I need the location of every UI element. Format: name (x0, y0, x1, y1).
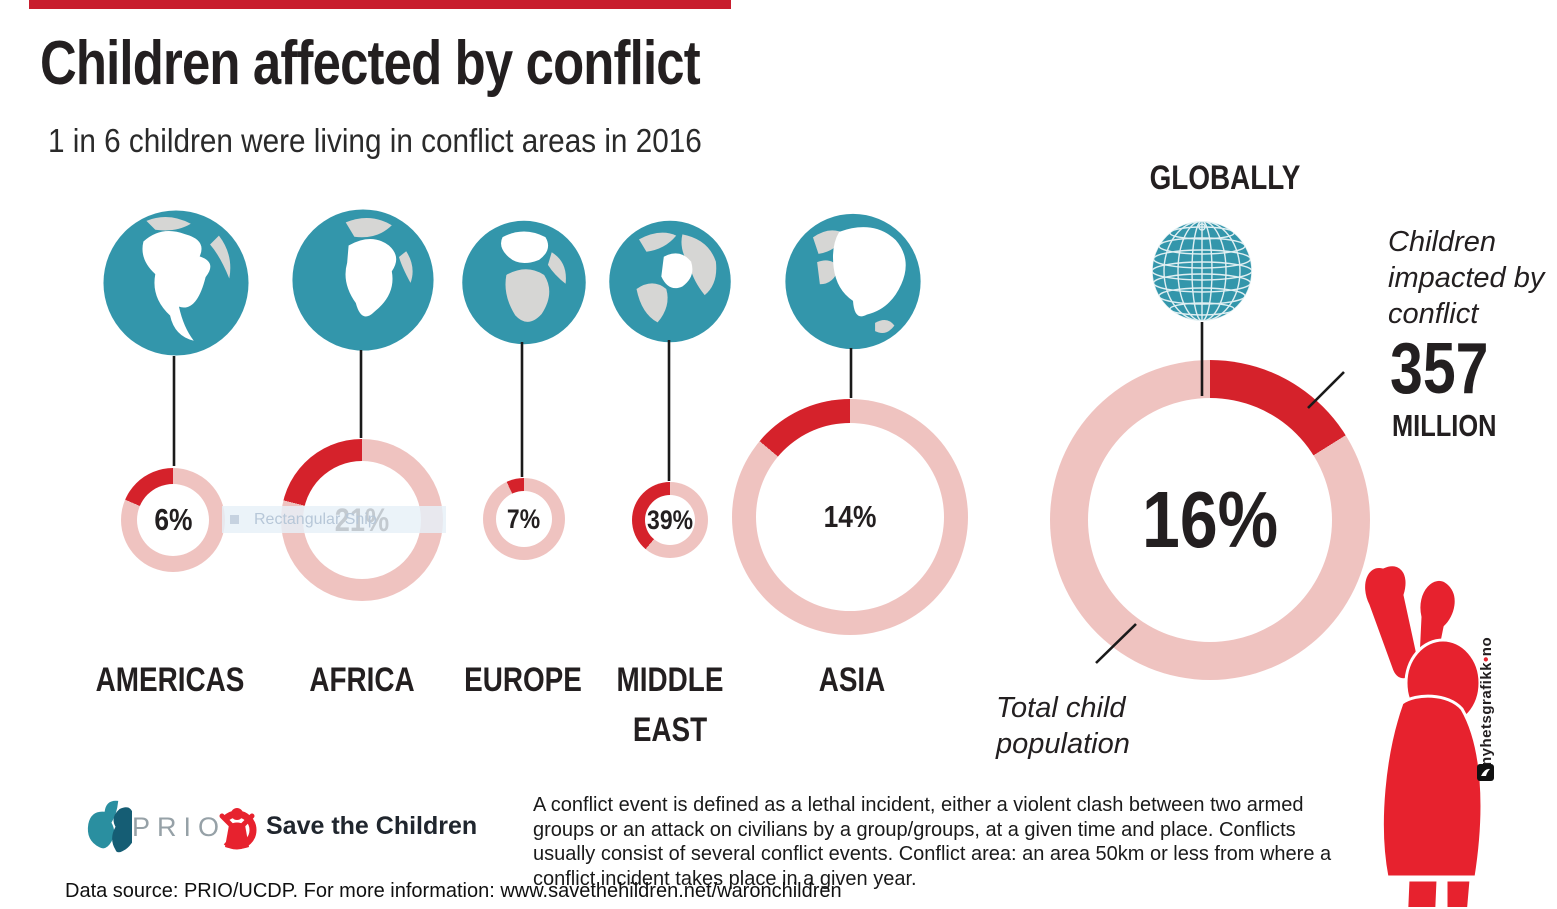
save-the-children-logo-icon (217, 808, 257, 850)
snip-tooltip-text: Rectangular Snip (254, 510, 377, 528)
percent-europe: 7% (507, 503, 541, 534)
label-middle-east: MIDDLE EAST (616, 661, 724, 749)
label-europe: EUROPE (464, 661, 582, 699)
snip-tooltip: Rectangular Snip (222, 506, 446, 533)
globe-americas (103, 210, 249, 356)
total-population-label: Total child population (996, 692, 1130, 760)
label-americas: AMERICAS (95, 661, 245, 699)
save-the-children-logo-text: Save the Children (266, 812, 478, 840)
snip-top-border (29, 0, 731, 9)
donut-middle-east: 39% (632, 482, 708, 558)
label-asia: ASIA (818, 661, 886, 699)
globe-middle-east (609, 220, 731, 343)
conflict-definition: A conflict event is defined as a lethal … (533, 794, 1332, 890)
percent-middle-east: 39% (647, 504, 693, 535)
child-leg-back (1444, 878, 1473, 907)
percent-global: 16% (1141, 475, 1279, 564)
child-coat (1380, 694, 1484, 879)
globe-asia (785, 213, 921, 350)
page-title: Children affected by conflict (40, 29, 701, 98)
donut-americas: 6% (121, 468, 225, 572)
child-leg-front (1405, 878, 1440, 907)
child-illustration (1362, 563, 1484, 907)
percent-asia: 14% (823, 499, 877, 534)
global-callout-unit: MILLION (1392, 408, 1497, 443)
globe-wireframe (1151, 220, 1253, 322)
global-callout-title: Children impacted by conflict (1388, 226, 1545, 330)
global-callout-value: 357 (1390, 329, 1489, 409)
prio-logo-icon (87, 800, 132, 853)
percent-americas: 6% (153, 502, 193, 537)
data-source: Data source: PRIO/UCDP. For more informa… (65, 880, 842, 902)
credit-byline: nyhetsgrafikk•no (1478, 636, 1495, 766)
label-africa: AFRICA (309, 661, 415, 699)
globally-heading: GLOBALLY (1149, 159, 1301, 197)
prio-logo-text: PRIO (132, 812, 227, 842)
donut-global: 16% (1050, 360, 1370, 680)
globe-europe (462, 220, 586, 345)
page-subtitle: 1 in 6 children were living in conflict … (48, 122, 702, 159)
donut-asia: 14% (732, 399, 968, 635)
globe-africa (292, 209, 434, 351)
snip-tooltip-icon (230, 515, 239, 524)
credit-logo-icon (1477, 764, 1494, 781)
donut-europe: 7% (483, 478, 565, 560)
